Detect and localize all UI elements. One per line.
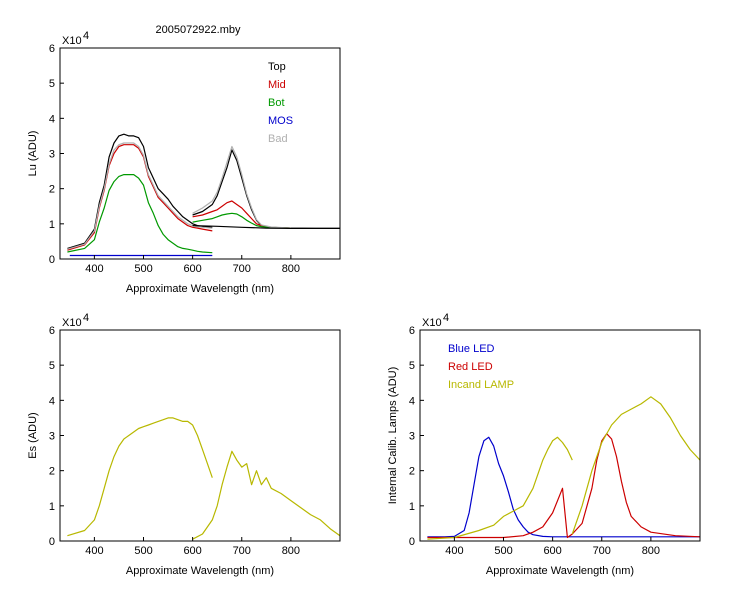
x-tick-label: 600 bbox=[543, 545, 561, 557]
series-line-bot-2 bbox=[67, 174, 213, 254]
x-tick-label: 400 bbox=[85, 545, 103, 557]
y-tick-label: 2 bbox=[409, 466, 415, 478]
y-tick-label: 6 bbox=[49, 43, 55, 55]
legend-entry-blue-led: Blue LED bbox=[448, 343, 495, 355]
series-line-bad-8 bbox=[192, 145, 291, 229]
series-line-bot-7 bbox=[192, 212, 291, 229]
series-group bbox=[427, 396, 700, 540]
x-tick-label: 800 bbox=[282, 545, 300, 557]
series-line-mos-9 bbox=[192, 225, 340, 229]
y-tick-label: 2 bbox=[49, 466, 55, 478]
series-line-bad-4 bbox=[67, 142, 213, 250]
legend-entry-red-led: Red LED bbox=[448, 361, 493, 373]
series-line-unnamed-0 bbox=[67, 417, 213, 537]
y-tick-label: 4 bbox=[49, 395, 55, 407]
x-tick-label: 700 bbox=[593, 545, 611, 557]
y-tick-label: 5 bbox=[49, 360, 55, 372]
y-tick-label: 3 bbox=[49, 431, 55, 443]
y-tick-label: 2 bbox=[49, 184, 55, 196]
y-axis-label: Es (ADU) bbox=[27, 412, 39, 458]
y-tick-label: 0 bbox=[49, 536, 55, 548]
y-scale-note: X10 bbox=[62, 317, 82, 329]
series-line-mid-6 bbox=[192, 200, 291, 229]
x-tick-label: 500 bbox=[494, 545, 512, 557]
y-axis-label: Lu (ADU) bbox=[27, 131, 39, 177]
x-tick-label: 500 bbox=[134, 545, 152, 557]
x-tick-label: 600 bbox=[183, 263, 201, 275]
y-tick-label: 5 bbox=[409, 360, 415, 372]
y-scale-note: X10 bbox=[422, 317, 442, 329]
series-line-unnamed-1 bbox=[192, 450, 340, 540]
y-tick-label: 1 bbox=[49, 501, 55, 513]
x-tick-label: 700 bbox=[233, 263, 251, 275]
figure-title: 2005072922.mby bbox=[155, 24, 241, 36]
y-tick-label: 6 bbox=[409, 325, 415, 337]
y-tick-label: 5 bbox=[49, 78, 55, 90]
series-line-blue-led-0 bbox=[427, 436, 700, 538]
x-axis-label: Approximate Wavelength (nm) bbox=[126, 565, 274, 577]
y-tick-label: 3 bbox=[49, 149, 55, 161]
series-line-mid-1 bbox=[67, 144, 213, 251]
y-scale-exponent: 4 bbox=[443, 312, 449, 324]
y-tick-label: 0 bbox=[49, 254, 55, 266]
legend-entry-bot: Bot bbox=[268, 97, 285, 109]
y-axis-label: Internal Calib. Lamps (ADU) bbox=[387, 367, 399, 505]
series-line-top-0 bbox=[67, 133, 213, 249]
y-tick-label: 4 bbox=[409, 395, 415, 407]
legend-entry-top: Top bbox=[268, 61, 286, 73]
x-tick-label: 600 bbox=[183, 545, 201, 557]
plot-frame bbox=[59, 329, 341, 542]
y-tick-label: 0 bbox=[409, 536, 415, 548]
y-tick-label: 1 bbox=[49, 219, 55, 231]
x-tick-label: 400 bbox=[445, 545, 463, 557]
y-scale-exponent: 4 bbox=[83, 30, 89, 42]
y-tick-label: 4 bbox=[49, 113, 55, 125]
legend-entry-mid: Mid bbox=[268, 79, 286, 91]
series-line-top-5 bbox=[192, 149, 340, 229]
x-axis-label: Approximate Wavelength (nm) bbox=[486, 565, 634, 577]
series-line-red-led-1 bbox=[427, 433, 700, 539]
legend-entry-incand-lamp: Incand LAMP bbox=[448, 379, 514, 391]
y-tick-label: 6 bbox=[49, 325, 55, 337]
series-group bbox=[67, 417, 340, 540]
y-scale-exponent: 4 bbox=[83, 312, 89, 324]
x-tick-label: 800 bbox=[642, 545, 660, 557]
legend-entry-mos: MOS bbox=[268, 115, 293, 127]
y-scale-note: X10 bbox=[62, 35, 82, 47]
series-line-unnamed-3 bbox=[571, 396, 700, 535]
y-tick-label: 1 bbox=[409, 501, 415, 513]
y-tick-label: 3 bbox=[409, 431, 415, 443]
legend-entry-bad: Bad bbox=[268, 133, 288, 145]
x-tick-label: 500 bbox=[134, 263, 152, 275]
series-line-incand-lamp-2 bbox=[427, 436, 573, 540]
x-axis-label: Approximate Wavelength (nm) bbox=[126, 283, 274, 295]
x-tick-label: 800 bbox=[282, 263, 300, 275]
series-group bbox=[67, 133, 340, 257]
x-tick-label: 400 bbox=[85, 263, 103, 275]
x-tick-label: 700 bbox=[233, 545, 251, 557]
